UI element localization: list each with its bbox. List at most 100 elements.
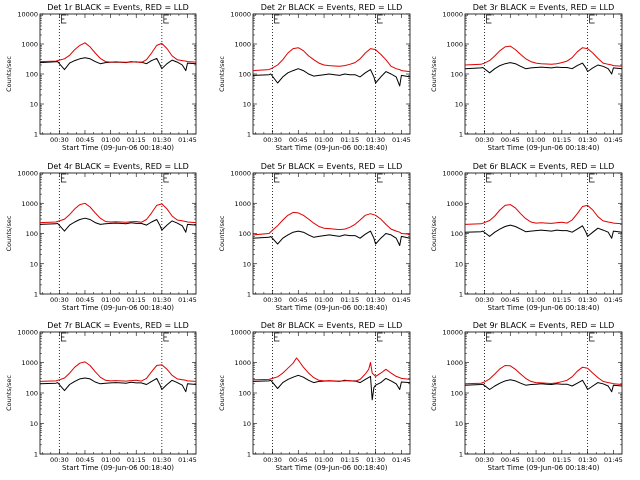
y-tick-label: 10 — [243, 101, 251, 109]
x-tick-label: 00:45 — [76, 456, 95, 464]
series-line-lld — [39, 202, 197, 224]
series-line-lld — [464, 204, 623, 225]
y-tick-label: 10000 — [442, 170, 463, 178]
chart-panel-7: Det 7r BLACK = Events, RED = LLD 1 10 100 10… — [5, 321, 197, 472]
y-tick-label: 100 — [451, 230, 463, 238]
chart-title: Det 8r BLACK = Events, RED = LLD — [261, 321, 403, 330]
chart-title: Det 9r BLACK = Events, RED = LLD — [473, 321, 615, 330]
y-tick-label: 10 — [243, 260, 251, 268]
y-tick-label: 1 — [247, 451, 251, 459]
chart-panel-3: Det 3r BLACK = Events, RED = LLD 1 10 100 10… — [430, 3, 623, 152]
x-axis-label: Start Time (09-Jun-06 00:18:40) — [276, 144, 388, 152]
y-tick-label: 10 — [243, 420, 251, 428]
x-tick-label: 01:45 — [604, 296, 623, 304]
x-tick-label: 01:00 — [101, 456, 120, 464]
x-axis-label: Start Time (09-Jun-06 00:18:40) — [488, 144, 600, 152]
marker-flag — [589, 332, 595, 342]
y-tick-label: 1000 — [21, 200, 38, 208]
y-tick-label: 100 — [239, 230, 251, 238]
x-tick-label: 00:30 — [50, 136, 69, 144]
x-tick-label: 01:00 — [101, 136, 120, 144]
y-axis-label: Counts/sec — [5, 375, 13, 411]
chart-panel-9: Det 9r BLACK = Events, RED = LLD 1 10 100 10… — [430, 321, 623, 472]
marker-flag — [163, 173, 169, 183]
x-tick-label: 01:15 — [552, 136, 571, 144]
chart-panel-1: Det 1r BLACK = Events, RED = LLD 1 10 100 10… — [5, 3, 197, 152]
chart-panel-6: Det 6r BLACK = Events, RED = LLD 1 10 100 10… — [430, 162, 623, 312]
x-tick-label: 01:00 — [101, 296, 120, 304]
y-axis-label: Counts/sec — [430, 375, 438, 411]
x-tick-label: 01:00 — [527, 456, 546, 464]
x-tick-label: 01:15 — [127, 136, 146, 144]
chart-panel-5: Det 5r BLACK = Events, RED = LLD 1 10 100 10… — [218, 162, 411, 312]
y-tick-label: 1 — [459, 451, 463, 459]
y-tick-label: 100 — [239, 390, 251, 398]
x-axis-label: Start Time (09-Jun-06 00:18:40) — [488, 464, 600, 472]
x-axis-label: Start Time (09-Jun-06 00:18:40) — [62, 144, 174, 152]
y-tick-label: 10 — [30, 260, 38, 268]
x-tick-label: 01:45 — [392, 296, 411, 304]
marker-flag — [377, 14, 383, 24]
x-tick-label: 00:30 — [50, 296, 69, 304]
series-line-events — [252, 68, 411, 87]
series-line-events — [252, 230, 411, 246]
chart-panel-2: Det 2r BLACK = Events, RED = LLD 1 10 100 10… — [218, 3, 411, 152]
chart-panel-8: Det 8r BLACK = Events, RED = LLD 1 10 100 10… — [218, 321, 411, 472]
series-line-lld — [252, 357, 411, 382]
y-tick-label: 100 — [26, 230, 38, 238]
series-line-events — [464, 224, 623, 239]
x-tick-label: 01:15 — [127, 296, 146, 304]
series-line-lld — [39, 361, 197, 382]
y-tick-label: 1 — [34, 451, 38, 459]
series-line-lld — [252, 47, 411, 73]
y-tick-label: 1 — [459, 291, 463, 299]
y-axis-label: Counts/sec — [430, 56, 438, 92]
x-tick-label: 01:00 — [315, 456, 334, 464]
y-axis-label: Counts/sec — [218, 375, 226, 411]
y-tick-label: 1000 — [234, 200, 251, 208]
x-tick-label: 01:15 — [552, 456, 571, 464]
marker-flag — [589, 173, 595, 183]
x-tick-label: 00:30 — [475, 296, 494, 304]
series-line-lld — [252, 211, 411, 236]
series-line-events — [39, 217, 197, 233]
marker-flag — [589, 14, 595, 24]
x-axis-label: Start Time (09-Jun-06 00:18:40) — [62, 464, 174, 472]
chart-title: Det 3r BLACK = Events, RED = LLD — [473, 3, 615, 12]
x-tick-label: 01:30 — [578, 136, 597, 144]
chart-title: Det 7r BLACK = Events, RED = LLD — [47, 321, 189, 330]
x-tick-label: 01:30 — [152, 136, 171, 144]
marker-flag — [274, 14, 280, 24]
x-tick-label: 00:30 — [475, 136, 494, 144]
y-tick-label: 10 — [455, 420, 463, 428]
marker-flag — [61, 173, 67, 183]
x-tick-label: 01:30 — [152, 296, 171, 304]
y-axis-label: Counts/sec — [218, 215, 226, 251]
x-tick-label: 01:30 — [578, 296, 597, 304]
y-tick-label: 1000 — [21, 359, 38, 367]
x-tick-label: 01:45 — [392, 456, 411, 464]
x-tick-label: 01:15 — [552, 296, 571, 304]
x-axis-label: Start Time (09-Jun-06 00:18:40) — [276, 304, 388, 312]
series-line-events — [464, 62, 623, 75]
y-axis-label: Counts/sec — [430, 215, 438, 251]
y-tick-label: 10000 — [442, 329, 463, 337]
x-tick-label: 01:45 — [604, 456, 623, 464]
y-tick-label: 10 — [30, 101, 38, 109]
marker-flag — [486, 14, 492, 24]
y-tick-label: 1000 — [446, 359, 463, 367]
series-line-lld — [464, 45, 623, 67]
x-tick-label: 01:15 — [340, 136, 359, 144]
marker-flag — [163, 14, 169, 24]
marker-flag — [274, 173, 280, 183]
series-line-events — [464, 379, 623, 393]
x-tick-label: 00:30 — [263, 296, 282, 304]
chart-title: Det 1r BLACK = Events, RED = LLD — [47, 3, 189, 12]
y-tick-label: 1000 — [21, 41, 38, 49]
x-tick-label: 01:15 — [340, 296, 359, 304]
chart-title: Det 4r BLACK = Events, RED = LLD — [47, 162, 189, 171]
y-tick-label: 1 — [247, 131, 251, 139]
y-tick-label: 100 — [26, 71, 38, 79]
x-tick-label: 01:15 — [340, 456, 359, 464]
